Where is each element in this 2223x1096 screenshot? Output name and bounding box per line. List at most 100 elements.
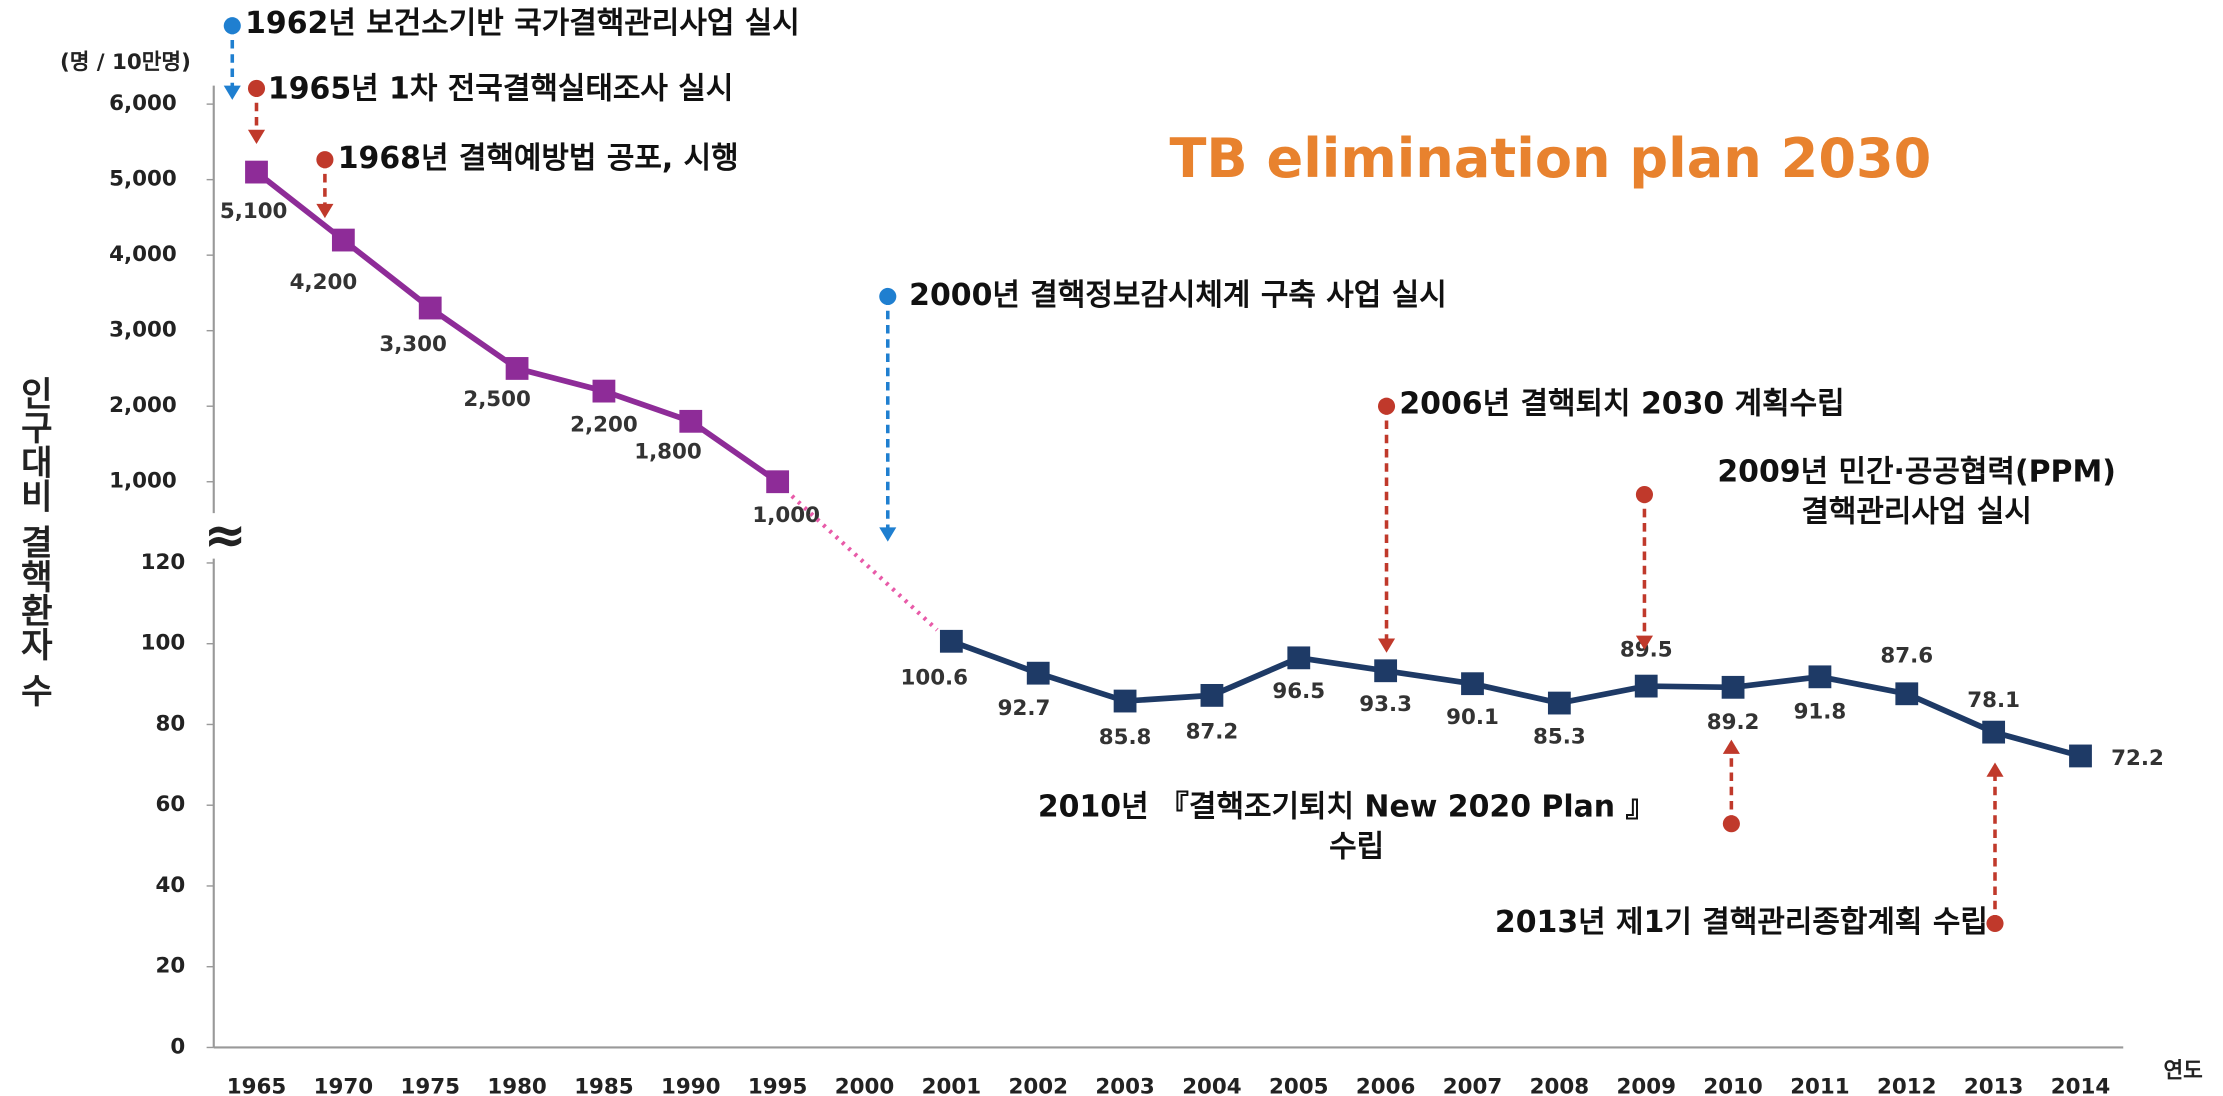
y-tick-label: 40 (156, 873, 186, 898)
x-tick-label: 2008 (1530, 1074, 1589, 1096)
data-label: 89.2 (1707, 710, 1760, 735)
data-point (1982, 720, 2006, 744)
y2-tick-label: 4,000 (109, 242, 177, 267)
y-tick-label: 80 (156, 711, 186, 736)
x-tick-label: 2011 (1790, 1074, 1849, 1096)
x-tick-label: 1975 (400, 1074, 459, 1096)
x-tick-label: 2013 (1964, 1074, 2023, 1096)
data-point (592, 379, 616, 403)
data-label: 2,200 (570, 412, 638, 437)
x-tick-label: 1965 (227, 1074, 286, 1096)
data-label: 4,200 (290, 270, 358, 295)
annotation-text: 2006년 결핵퇴치 2030 계획수립 (1399, 386, 1844, 421)
x-tick-label: 1995 (748, 1074, 807, 1096)
data-point (2069, 744, 2092, 768)
y2-tick-label: 1,000 (109, 469, 177, 494)
annotation-text: 결핵관리사업 실시 (1801, 495, 2032, 530)
series-line (254, 169, 780, 485)
data-label: 3,300 (379, 332, 447, 357)
x-tick-label: 2010 (1703, 1074, 1762, 1096)
x-tick-label: 2005 (1269, 1074, 1328, 1096)
annotation-dot (1635, 486, 1653, 504)
data-point (1808, 665, 1832, 689)
data-point (1721, 675, 1745, 699)
data-point (1374, 659, 1398, 683)
annotation-arrowhead (879, 527, 897, 542)
axis-break: ≈ (204, 506, 247, 566)
data-label: 5,100 (220, 199, 288, 224)
data-label: 2,500 (463, 387, 531, 412)
annotation-text: 1962년 보건소기반 국가결핵관리사업 실시 (245, 6, 800, 41)
y-axis-label: 인구대비 결핵환자 수 (13, 376, 53, 708)
unit-label: (명 / 10만명) (60, 50, 191, 75)
x-tick-label: 2002 (1008, 1074, 1067, 1096)
annotation-dot (1722, 815, 1740, 833)
x-tick-label: 2007 (1443, 1074, 1502, 1096)
annotation-dot (247, 79, 266, 97)
x-tick-label: 1990 (661, 1074, 720, 1096)
y-tick-label: 120 (141, 550, 186, 575)
data-label: 91.8 (1794, 699, 1847, 724)
data-label: 1,800 (634, 440, 702, 465)
data-point (418, 296, 442, 320)
y-tick-label: 100 (141, 631, 186, 656)
annotation-arrowhead (247, 129, 266, 145)
annotation-arrowhead (316, 203, 334, 219)
y-tick-label: 0 (170, 1034, 185, 1059)
series-line (950, 638, 2082, 759)
annotation-dot (223, 17, 241, 35)
x-tick-label: 1970 (314, 1074, 373, 1096)
annotation-text: 2013년 제1기 결핵관리종합계획 수립 (1495, 905, 1988, 940)
annotation-text: 2010년 『결핵조기퇴치 New 2020 Plan 』 (1038, 790, 1656, 825)
annotation-dot (316, 151, 334, 169)
x-tick-label: 2006 (1356, 1074, 1415, 1096)
x-tick-label: 1985 (574, 1074, 633, 1096)
data-point (1026, 661, 1050, 685)
x-tick-label: 2001 (922, 1074, 981, 1096)
x-tick-label: 2003 (1095, 1074, 1154, 1096)
annotation-arrowhead (1986, 762, 2004, 777)
data-point (1547, 691, 1571, 715)
y-tick-label: 60 (156, 792, 186, 817)
data-point (679, 409, 703, 433)
data-point (766, 470, 790, 494)
annotation-text: 수립 (1329, 829, 1384, 864)
annotation-dot (1986, 914, 2004, 933)
data-label: 87.6 (1880, 644, 1933, 669)
y2-tick-label: 2,000 (109, 393, 177, 418)
data-point (939, 629, 963, 653)
y-tick-label: 20 (156, 954, 186, 979)
data-point (505, 357, 529, 380)
annotation-text: 1968년 결핵예방법 공포, 시행 (338, 141, 739, 176)
y2-tick-label: 6,000 (109, 91, 177, 116)
x-tick-label: 2012 (1877, 1074, 1936, 1096)
data-point (1287, 646, 1311, 670)
annotation-text: 2009년 민간·공공협력(PPM) (1717, 455, 2116, 490)
annotation-text: 1965년 1차 전국결핵실태조사 실시 (268, 71, 733, 106)
data-label: 87.2 (1186, 719, 1239, 744)
data-label: 100.6 (900, 665, 968, 690)
x-tick-label: 1980 (487, 1074, 546, 1096)
data-point (1113, 689, 1137, 713)
data-point (1895, 682, 1919, 706)
data-point (1461, 672, 1484, 696)
annotation-arrowhead (1635, 635, 1653, 650)
data-label: 93.3 (1359, 692, 1412, 717)
data-label: 85.3 (1533, 724, 1586, 749)
y2-tick-label: 3,000 (109, 318, 177, 343)
x-tick-label: 2000 (835, 1074, 894, 1096)
data-label: 85.8 (1099, 725, 1152, 750)
data-point (245, 160, 268, 184)
x-tick-label: 2014 (2051, 1074, 2110, 1096)
data-label: 90.1 (1446, 705, 1499, 730)
annotation-text: 2000년 결핵정보감시체계 구축 사업 실시 (909, 278, 1447, 313)
x-tick-label: 2009 (1616, 1074, 1675, 1096)
data-label: 96.5 (1272, 679, 1325, 704)
annotation-dot (879, 287, 897, 306)
annotation-arrowhead (1722, 739, 1740, 754)
y2-tick-label: 5,000 (109, 167, 177, 192)
data-label: 72.2 (2111, 746, 2164, 771)
annotation-arrowhead (223, 85, 241, 100)
x-tick-label: 2004 (1182, 1074, 1241, 1096)
